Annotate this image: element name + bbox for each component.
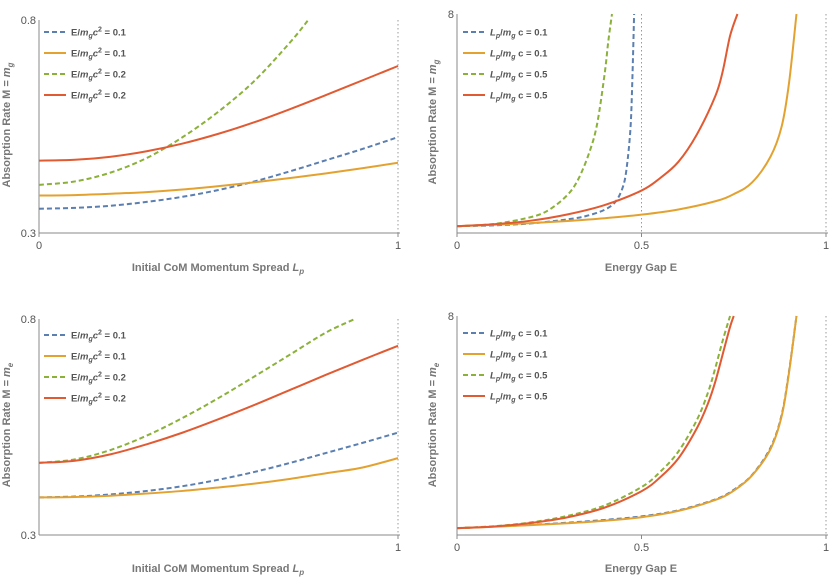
x-tick-label: 1 xyxy=(395,542,401,554)
y-axis-label: Absorption Rate M = mg xyxy=(1,62,15,187)
legend-entry: Lp/mg c = 0.5 xyxy=(463,371,548,384)
legend-label: E/mgc2 = 0.2 xyxy=(71,372,126,386)
legend-entry: Lp/mg c = 0.1 xyxy=(463,28,548,41)
x-axis-label: Energy Gap E xyxy=(605,563,677,575)
y-tick-label-min: 0.3 xyxy=(21,228,36,240)
legend-label: E/mgc2 = 0.1 xyxy=(71,48,127,62)
legend-label: Lp/mg c = 0.1 xyxy=(490,28,548,41)
x-tick-label: 1 xyxy=(823,240,829,252)
legend-entry: Lp/mg c = 0.5 xyxy=(463,70,548,83)
x-tick-label: 1 xyxy=(823,542,829,554)
chart-panel-3: 0.8 0.3 1 Initial CoM Momentum Spread Lp Abs… xyxy=(1,314,401,577)
x-tick-label: 0.5 xyxy=(634,542,649,554)
chart-panel-2: 8 0 0.5 1 Energy Gap E Absorption Rate M = mg… xyxy=(427,9,829,274)
legend-entry: E/mgc2 = 0.1 xyxy=(44,27,127,41)
series-line-red-solid xyxy=(456,13,739,228)
legend-entry: E/mgc2 = 0.1 xyxy=(44,48,127,62)
series-line-green-dashed xyxy=(38,318,356,464)
series-line-orange-solid xyxy=(38,457,399,499)
legend-label: Lp/mg c = 0.5 xyxy=(490,91,548,104)
series-line-orange-solid xyxy=(456,315,798,530)
y-tick-label-max: 8 xyxy=(448,311,454,323)
y-tick-label-min: 0.3 xyxy=(21,530,36,542)
legend-entry: Lp/mg c = 0.5 xyxy=(463,91,548,104)
x-axis-label: Energy Gap E xyxy=(605,262,677,274)
series-line-blue-dashed xyxy=(456,315,798,530)
x-tick-label: 0.5 xyxy=(634,240,649,252)
legend-entry: Lp/mg c = 0.5 xyxy=(463,392,548,405)
series-line-blue-dashed xyxy=(38,431,399,499)
series-line-orange-solid xyxy=(38,161,399,197)
x-tick-label: 0 xyxy=(454,542,460,554)
y-tick-label-max: 0.8 xyxy=(21,15,36,27)
series-line-green-dashed xyxy=(38,19,310,186)
series-line-red-solid xyxy=(38,65,399,162)
legend-label: E/mgc2 = 0.1 xyxy=(71,27,127,41)
series-line-blue-dashed xyxy=(38,136,399,210)
x-tick-label: 0 xyxy=(454,240,460,252)
legend-label: Lp/mg c = 0.1 xyxy=(490,49,548,62)
y-axis-label: Absorption Rate M = mg xyxy=(427,59,441,184)
legend-label: Lp/mg c = 0.1 xyxy=(490,329,548,342)
legend-label: E/mgc2 = 0.2 xyxy=(71,90,126,104)
series-line-red-solid xyxy=(38,344,399,464)
legend-label: E/mgc2 = 0.1 xyxy=(71,351,127,365)
legend-entry: Lp/mg c = 0.1 xyxy=(463,350,548,363)
legend-label: E/mgc2 = 0.2 xyxy=(71,393,126,407)
legend-entry: E/mgc2 = 0.2 xyxy=(44,69,126,83)
x-axis-label: Initial CoM Momentum Spread Lp xyxy=(132,563,304,577)
y-axis-label: Absorption Rate M = me xyxy=(1,362,15,487)
y-tick-label-max: 0.8 xyxy=(21,314,36,326)
legend-entry: Lp/mg c = 0.1 xyxy=(463,49,548,62)
legend-label: Lp/mg c = 0.5 xyxy=(490,371,548,384)
legend-entry: E/mgc2 = 0.2 xyxy=(44,90,126,104)
legend-entry: E/mgc2 = 0.1 xyxy=(44,351,127,365)
legend-entry: E/mgc2 = 0.1 xyxy=(44,330,127,344)
series-line-orange-solid xyxy=(456,13,798,228)
legend-label: E/mgc2 = 0.1 xyxy=(71,330,127,344)
series-line-red-solid xyxy=(456,315,735,530)
chart-panel-4: 8 0 0.5 1 Energy Gap E Absorption Rate M = me… xyxy=(427,311,829,575)
legend-label: E/mgc2 = 0.2 xyxy=(71,69,126,83)
series-line-green-dashed xyxy=(456,13,613,228)
legend-entry: Lp/mg c = 0.1 xyxy=(463,329,548,342)
x-tick-label: 1 xyxy=(395,240,401,252)
legend-label: Lp/mg c = 0.5 xyxy=(490,392,548,405)
legend-entry: E/mgc2 = 0.2 xyxy=(44,372,126,386)
legend-label: Lp/mg c = 0.1 xyxy=(490,350,548,363)
x-axis-label: Initial CoM Momentum Spread Lp xyxy=(132,262,304,276)
legend-entry: E/mgc2 = 0.2 xyxy=(44,393,126,407)
y-axis-label: Absorption Rate M = me xyxy=(427,362,441,487)
y-tick-label-max: 8 xyxy=(448,9,454,21)
legend-label: Lp/mg c = 0.5 xyxy=(490,70,548,83)
x-tick-label: 0 xyxy=(36,240,42,252)
chart-panel-1: 0.8 0.30 1 Initial CoM Momentum Spread Lp Ab… xyxy=(1,15,401,276)
series-line-green-dashed xyxy=(456,315,732,530)
